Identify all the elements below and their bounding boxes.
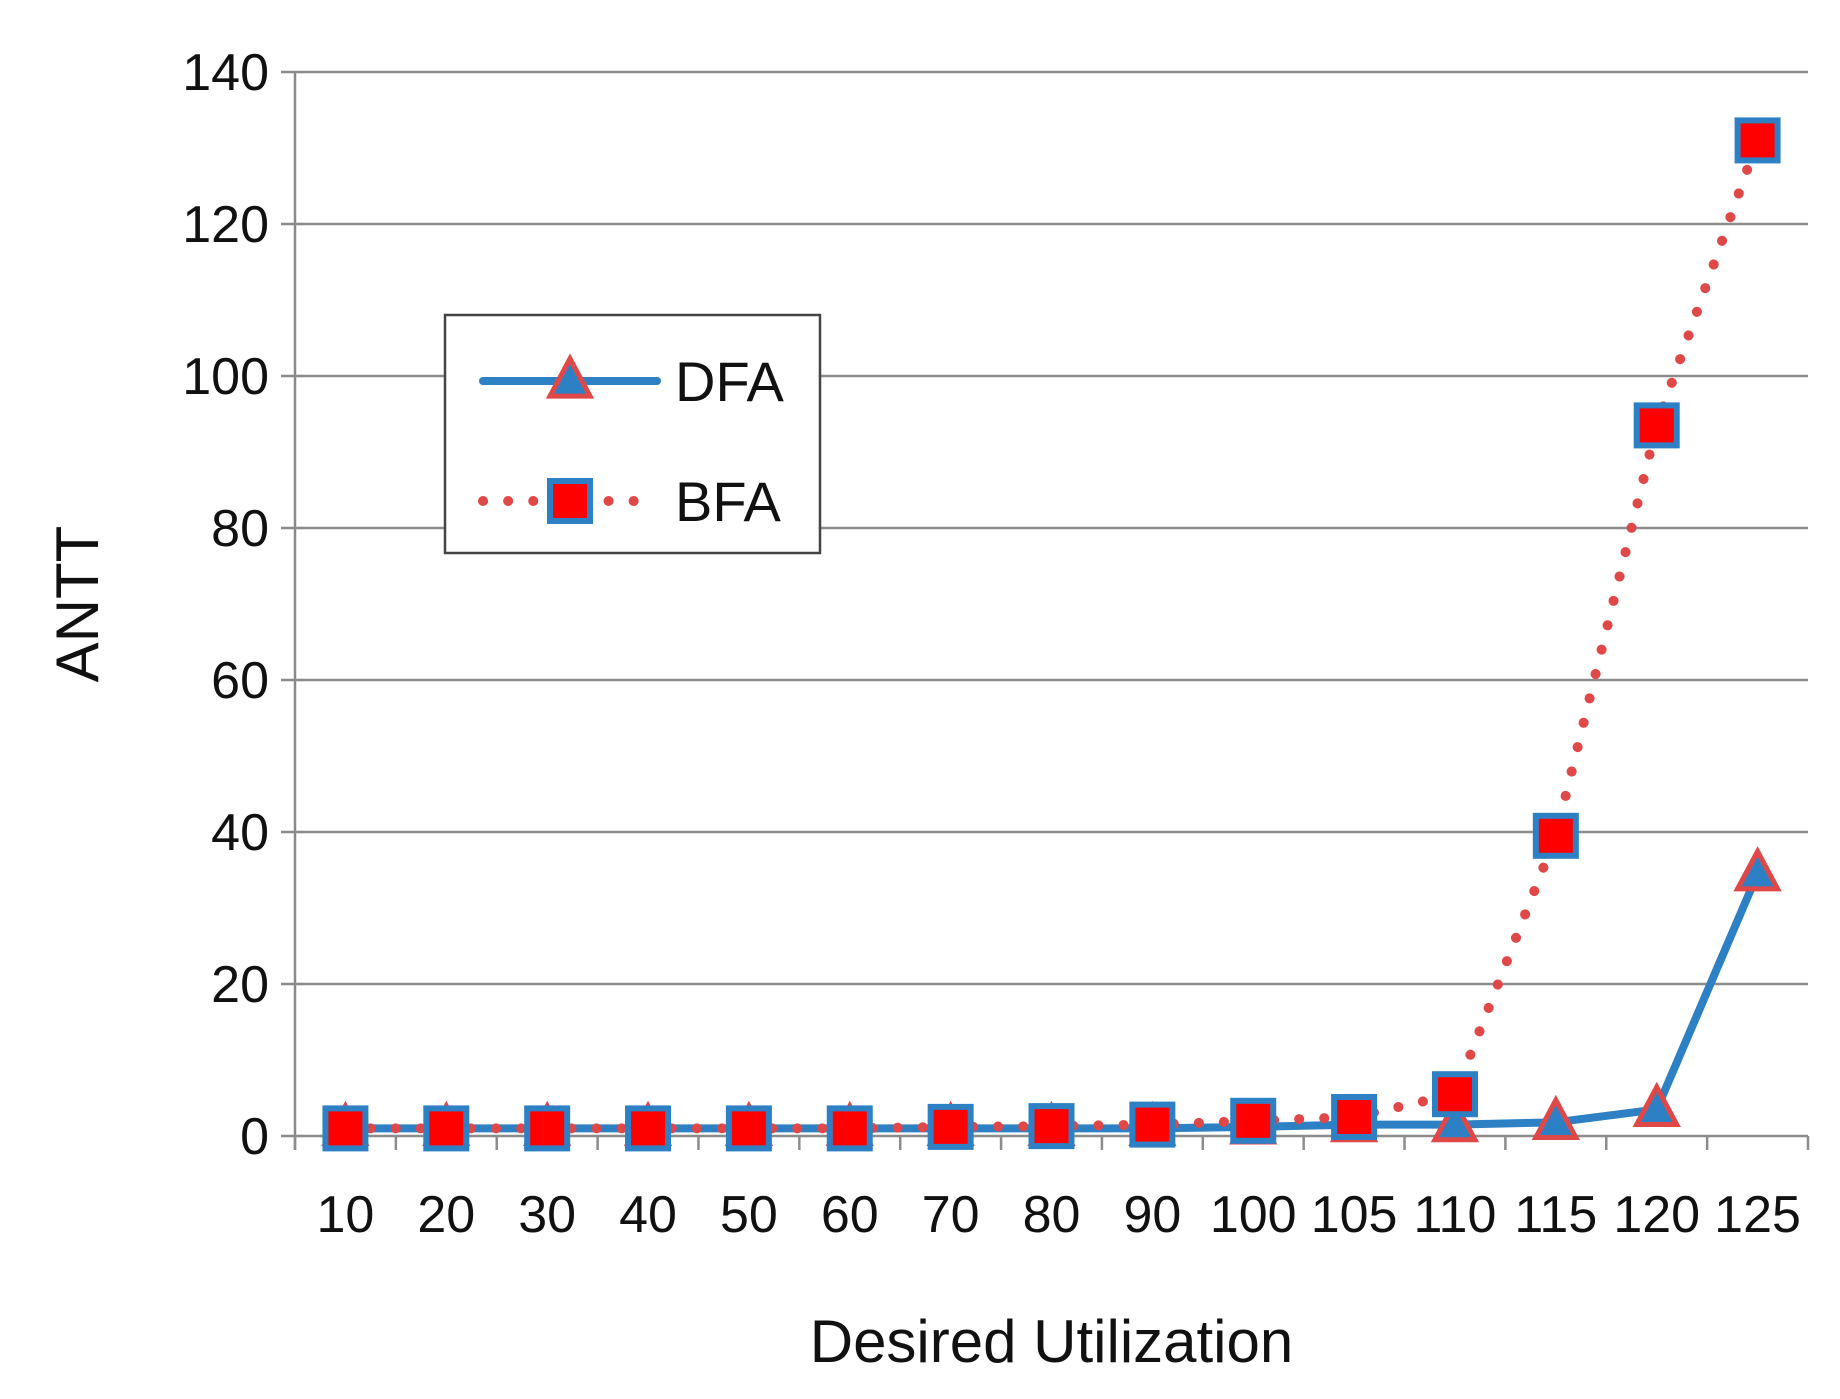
x-tick-label: 120: [1613, 1186, 1700, 1244]
x-tick-label: 10: [317, 1186, 375, 1244]
data-point-bfa: [1431, 1071, 1478, 1118]
x-tick-label: 30: [518, 1186, 576, 1244]
data-point-bfa: [1230, 1097, 1277, 1144]
x-tick-label: 110: [1414, 1186, 1497, 1244]
y-tick-label: 40: [211, 804, 269, 862]
x-tick-label: 40: [619, 1186, 677, 1244]
data-point-bfa: [423, 1105, 470, 1152]
data-point-bfa: [625, 1105, 672, 1152]
legend-box: [443, 313, 822, 555]
data-point-bfa: [1129, 1101, 1176, 1148]
x-axis-title: Desired Utilization: [810, 1308, 1294, 1375]
x-tick-label: 70: [922, 1186, 980, 1244]
series-layer: [321, 117, 1782, 1152]
y-tick-label: 80: [211, 500, 269, 558]
y-tick-label: 100: [182, 348, 269, 406]
y-tick-label: 120: [182, 196, 269, 254]
data-point-bfa: [1734, 117, 1781, 164]
y-tick-label: 60: [211, 652, 269, 710]
data-point-bfa: [1331, 1094, 1378, 1140]
data-point-bfa: [1633, 402, 1680, 449]
y-tick-label: 20: [211, 956, 269, 1014]
legend: DFA BFA: [443, 313, 822, 555]
data-point-dfa: [1531, 1094, 1581, 1140]
x-tick-label: 100: [1210, 1186, 1297, 1244]
series-line-bfa: [340, 135, 1763, 1134]
y-tick-label: 140: [182, 44, 269, 102]
series-line-dfa: [341, 869, 1762, 1133]
legend-marker-dfa: [545, 353, 595, 399]
data-point-bfa: [322, 1105, 369, 1152]
x-tick-label: 80: [1023, 1186, 1081, 1244]
x-tick-label: 60: [821, 1186, 879, 1244]
x-tick-label: 90: [1123, 1186, 1181, 1244]
legend-marker-bfa: [547, 478, 593, 524]
data-point-bfa: [1028, 1103, 1075, 1150]
x-tick-label: 20: [417, 1186, 475, 1244]
x-tick-label: 115: [1514, 1186, 1597, 1244]
series-bfa: [322, 117, 1781, 1152]
data-point-bfa: [725, 1105, 772, 1152]
data-point-bfa: [524, 1105, 571, 1152]
data-point-dfa: [1733, 846, 1782, 892]
x-tick-label: 125: [1714, 1186, 1801, 1244]
data-point-bfa: [927, 1103, 974, 1150]
legend-entry-bfa: BFA: [478, 470, 781, 533]
data-point-dfa: [1632, 1081, 1681, 1128]
data-point-bfa: [826, 1105, 873, 1152]
legend-entry-dfa: DFA: [479, 350, 785, 413]
y-tick-label: 0: [240, 1108, 269, 1166]
x-tick-label: 50: [720, 1186, 778, 1244]
data-point-dfa: [1430, 1096, 1480, 1143]
legend-label-bfa: BFA: [675, 470, 781, 533]
data-point-bfa: [1532, 812, 1579, 859]
series-dfa: [321, 846, 1782, 1147]
legend-label-dfa: DFA: [675, 350, 785, 413]
x-tick-label: 105: [1311, 1186, 1398, 1244]
y-axis-title: ANTT: [44, 526, 111, 683]
